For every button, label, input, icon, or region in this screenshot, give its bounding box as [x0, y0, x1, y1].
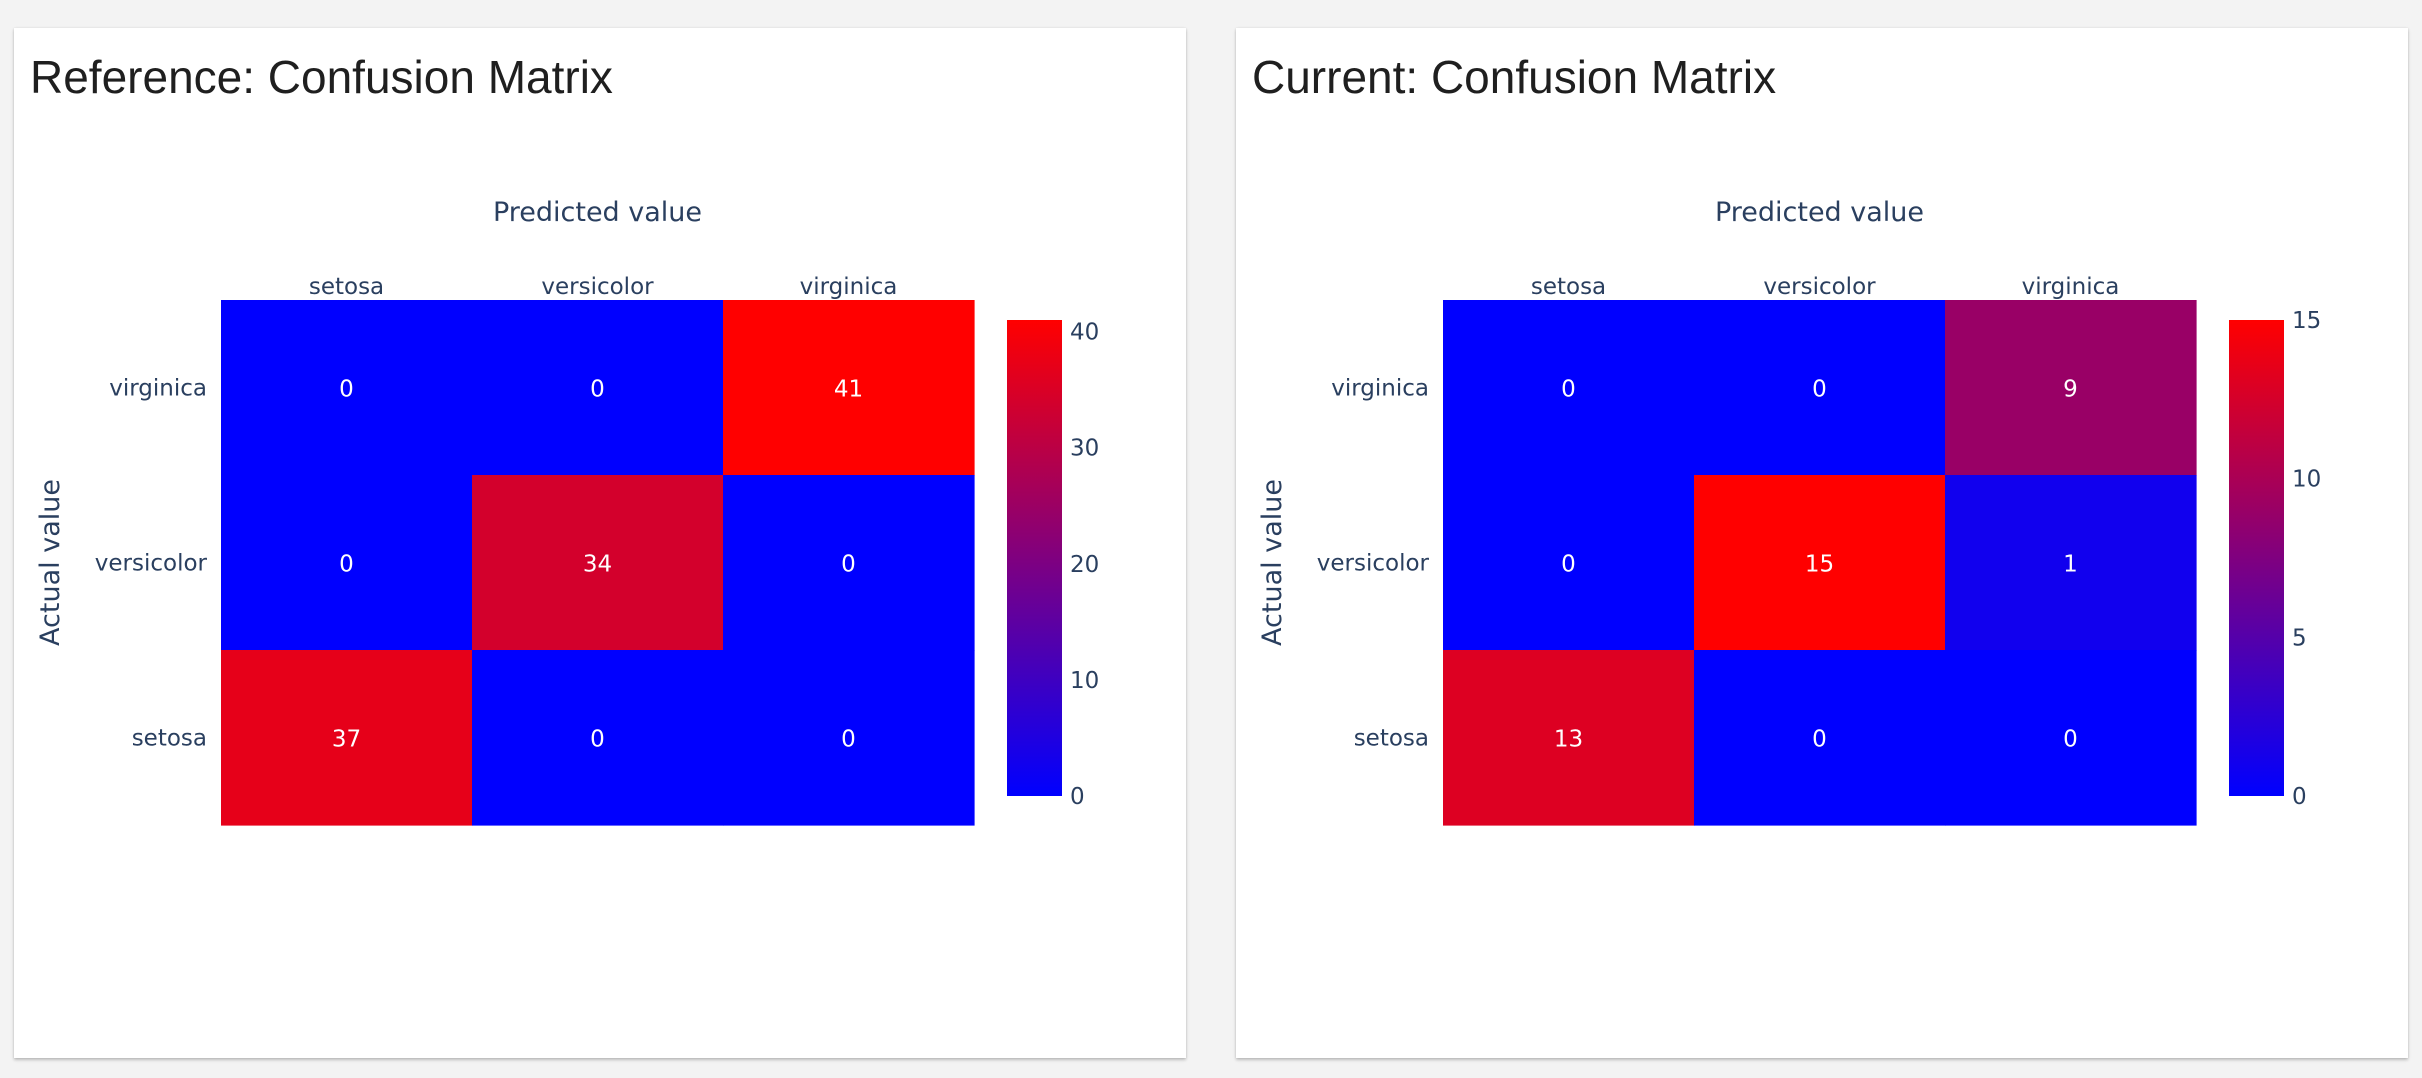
- heatmap-cell: [221, 300, 473, 476]
- colorbar-tick-label: 0: [1070, 784, 1085, 810]
- cell-value-label: 34: [583, 552, 612, 578]
- heatmap-cell: [1694, 300, 1946, 476]
- cell-value-label: 0: [339, 552, 354, 578]
- y-tick-label-versicolor: versicolor: [95, 551, 208, 577]
- y-axis-title: Actual value: [35, 479, 66, 646]
- cell-value-label: 0: [1561, 552, 1576, 578]
- x-tick-label-setosa: setosa: [1531, 274, 1606, 300]
- heatmap-cell: [1694, 475, 1946, 651]
- chart-title: Current: Confusion Matrix: [1252, 51, 1777, 103]
- cell-value-label: 0: [841, 552, 856, 578]
- colorbar-tick-label: 0: [2292, 784, 2307, 810]
- x-axis-title: Predicted value: [1715, 197, 1924, 228]
- heatmap-cell: [1694, 650, 1946, 826]
- chart-title: Reference: Confusion Matrix: [30, 51, 613, 103]
- cell-value-label: 0: [339, 377, 354, 403]
- cell-value-label: 15: [1805, 552, 1834, 578]
- y-tick-label-setosa: setosa: [1354, 726, 1429, 752]
- reference-confusion-matrix-panel: Reference: Confusion Matrix Predicted va…: [14, 28, 1186, 1058]
- y-tick-label-virginica: virginica: [1331, 376, 1429, 402]
- colorbar-tick-label: 10: [2292, 467, 2321, 493]
- heatmap-cell: [221, 650, 473, 826]
- heatmap-cell: [1945, 300, 2197, 476]
- y-tick-label-virginica: virginica: [109, 376, 207, 402]
- heatmap-cell: [1443, 475, 1695, 651]
- colorbar-tick-label: 30: [1070, 436, 1099, 462]
- colorbar-tick-label: 10: [1070, 668, 1099, 694]
- heatmap-cell: [472, 650, 724, 826]
- colorbar-tick-label: 5: [2292, 625, 2307, 651]
- y-axis-title: Actual value: [1257, 479, 1288, 646]
- colorbar: [2229, 320, 2284, 796]
- heatmap-cell: [1945, 650, 2197, 826]
- colorbar-tick-label: 20: [1070, 552, 1099, 578]
- heatmap-cell: [723, 475, 975, 651]
- colorbar: [1007, 320, 1062, 796]
- x-axis-title: Predicted value: [493, 197, 702, 228]
- cell-value-label: 0: [2063, 727, 2078, 753]
- heatmap-cell: [1945, 475, 2197, 651]
- colorbar-tick-label: 15: [2292, 308, 2321, 334]
- y-tick-label-versicolor: versicolor: [1317, 551, 1430, 577]
- x-tick-label-versicolor: versicolor: [541, 274, 654, 300]
- heatmap-cell: [472, 300, 724, 476]
- cell-value-label: 9: [2063, 377, 2078, 403]
- cell-value-label: 37: [332, 727, 361, 753]
- confusion-matrix-chart: Predicted value Actual value setosa versico…: [35, 197, 1099, 826]
- heatmap-cell: [1443, 300, 1695, 476]
- cell-value-label: 0: [841, 727, 856, 753]
- colorbar-tick-label: 40: [1070, 320, 1099, 346]
- cell-value-label: 0: [1561, 377, 1576, 403]
- cell-value-label: 13: [1554, 727, 1583, 753]
- x-tick-label-virginica: virginica: [800, 274, 898, 300]
- heatmap-cell: [723, 300, 975, 476]
- x-tick-label-virginica: virginica: [2022, 274, 2120, 300]
- x-tick-label-setosa: setosa: [309, 274, 384, 300]
- x-tick-label-versicolor: versicolor: [1763, 274, 1876, 300]
- cell-value-label: 1: [2063, 552, 2078, 578]
- confusion-matrix-chart: Predicted value Actual value setosa versico…: [1257, 197, 2321, 826]
- current-confusion-matrix-panel: Current: Confusion Matrix Predicted valu…: [1236, 28, 2408, 1058]
- heatmap-cell: [1443, 650, 1695, 826]
- cell-value-label: 41: [834, 377, 863, 403]
- cell-value-label: 0: [590, 377, 605, 403]
- heatmap-cell: [472, 475, 724, 651]
- cell-value-label: 0: [1812, 377, 1827, 403]
- heatmap-cell: [221, 475, 473, 651]
- heatmap-cell: [723, 650, 975, 826]
- cell-value-label: 0: [590, 727, 605, 753]
- cell-value-label: 0: [1812, 727, 1827, 753]
- y-tick-label-setosa: setosa: [132, 726, 207, 752]
